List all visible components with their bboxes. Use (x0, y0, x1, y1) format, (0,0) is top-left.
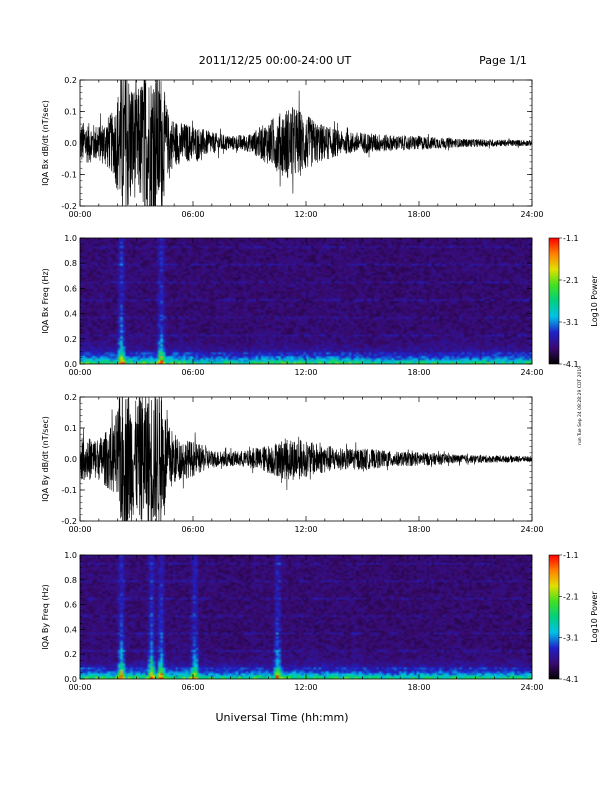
y-tick-label: 0.6 (64, 284, 77, 293)
figure-title: 2011/12/25 00:00-24:00 UT (199, 54, 352, 67)
y-axis-title: IQA Bx dB/dt (nT/sec) (41, 100, 50, 186)
colorbar-tick-label: -3.1 (563, 634, 579, 643)
x-tick-label: 24:00 (520, 683, 543, 692)
colorbar (548, 237, 560, 365)
colorbar-tick-label: -2.1 (563, 276, 579, 285)
y-tick-label: 0.2 (64, 335, 77, 344)
y-tick-label: 1.0 (64, 551, 77, 560)
y-axis-title: IQA By Freq (Hz) (41, 584, 50, 650)
x-tick-label: 06:00 (181, 210, 204, 219)
plot-frame (79, 237, 533, 365)
x-tick-label: 12:00 (294, 683, 317, 692)
colorbar-tick-label: -2.1 (563, 592, 579, 601)
panel-by-trace: 00:00 06:00 12:00 18:00 24:00 -0.2 -0.1 0.0 0.1 0… (41, 393, 544, 534)
y-tick-label: 0.4 (64, 310, 77, 319)
page-number: Page 1/1 (479, 54, 527, 67)
x-tick-label: 12:00 (294, 525, 317, 534)
y-tick-label: 0.4 (64, 625, 77, 634)
x-tick-label: 06:00 (181, 368, 204, 377)
x-tick-label: 12:00 (294, 368, 317, 377)
x-tick-label: 00:00 (68, 210, 91, 219)
colorbar-tick-label: -4.1 (563, 675, 579, 684)
x-tick-label: 18:00 (407, 368, 430, 377)
x-tick-label: 06:00 (181, 525, 204, 534)
x-tick-label: 00:00 (68, 683, 91, 692)
x-tick-label: 18:00 (407, 683, 430, 692)
x-axis-title: Universal Time (hh:mm) (216, 711, 349, 724)
y-tick-label: -0.2 (61, 202, 77, 211)
y-tick-label: 0.8 (64, 576, 77, 585)
plot-frame (79, 554, 533, 680)
y-tick-label: 1.0 (64, 234, 77, 243)
colorbar-tick-label: -1.1 (563, 551, 579, 560)
y-tick-label: 0.0 (64, 139, 77, 148)
colorbar-label: Log10 Power (590, 591, 599, 643)
colorbar-label: Log10 Power (590, 275, 599, 327)
y-tick-label: 0.0 (64, 360, 77, 369)
y-tick-label: 0.0 (64, 675, 77, 684)
x-tick-label: 18:00 (407, 210, 430, 219)
x-tick-label: 24:00 (520, 210, 543, 219)
spectrogram-image (80, 555, 532, 679)
x-tick-label: 00:00 (68, 525, 91, 534)
y-tick-label: -0.1 (61, 486, 77, 495)
panel-bx-spectrogram: -1.1 -2.1 -3.1 -4.1 Log10 Power 00:00 06:00 12:… (41, 234, 599, 377)
plot-panels: 00:00 06:00 12:00 18:00 24:00 -0.2 -0.1 0.0 0.1 0… (41, 76, 599, 692)
y-tick-label: -0.2 (61, 517, 77, 526)
y-tick-label: 0.0 (64, 455, 77, 464)
x-tick-label: 00:00 (68, 368, 91, 377)
trace-line (80, 80, 532, 206)
colorbar-tick-label: -3.1 (563, 318, 579, 327)
x-tick-label: 12:00 (294, 210, 317, 219)
y-axis-title: IQA By dB/dt (nT/sec) (41, 416, 50, 502)
x-tick-label: 24:00 (520, 525, 543, 534)
plot-frame (79, 79, 533, 207)
colorbar-tick-label: -1.1 (563, 234, 579, 243)
plot-frame (79, 396, 533, 522)
colorbar-tick-label: -4.1 (563, 360, 579, 369)
x-tick-label: 24:00 (520, 368, 543, 377)
y-tick-label: 0.2 (64, 76, 77, 85)
x-tick-label: 18:00 (407, 525, 430, 534)
run-stamp: run Tue Sep 24 08:28:29 CDT 2019 (577, 366, 583, 445)
y-tick-label: 0.2 (64, 650, 77, 659)
y-tick-label: -0.1 (61, 171, 77, 180)
panel-bx-trace: 00:00 06:00 12:00 18:00 24:00 -0.2 -0.1 0.0 0.1 0… (41, 76, 544, 219)
y-tick-label: 0.6 (64, 601, 77, 610)
y-tick-label: 0.2 (64, 393, 77, 402)
y-tick-label: 0.8 (64, 259, 77, 268)
y-axis-title: IQA Bx Freq (Hz) (41, 268, 50, 334)
spectrogram-image (80, 238, 532, 364)
x-tick-label: 06:00 (181, 683, 204, 692)
trace-line (80, 397, 532, 521)
panel-by-spectrogram: -1.1 -2.1 -3.1 -4.1 Log10 Power 00:00 06:00 12:… (41, 551, 599, 692)
colorbar (548, 554, 560, 680)
y-tick-label: 0.1 (64, 108, 77, 117)
y-tick-label: 0.1 (64, 424, 77, 433)
